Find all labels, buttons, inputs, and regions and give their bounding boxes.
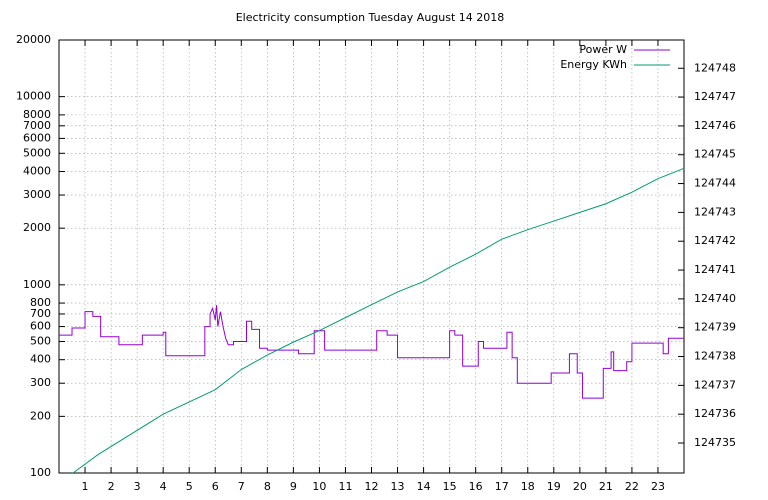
- x-tick-label: 1: [82, 480, 89, 493]
- y2-tick-label: 124735: [694, 436, 736, 449]
- x-tick-label: 6: [212, 480, 219, 493]
- y2-tick-label: 124738: [694, 350, 736, 363]
- y-tick-label: 4000: [23, 165, 51, 178]
- y2-tick-label: 124737: [694, 378, 736, 391]
- x-tick-label: 19: [547, 480, 561, 493]
- series-line: [59, 305, 684, 399]
- y-tick-label: 6000: [23, 131, 51, 144]
- y-tick-label: 700: [30, 307, 51, 320]
- x-tick-label: 20: [573, 480, 587, 493]
- y2-tick-label: 124736: [694, 407, 736, 420]
- y-tick-label: 200: [30, 409, 51, 422]
- x-tick-label: 7: [238, 480, 245, 493]
- y2-tick-label: 124743: [694, 205, 736, 218]
- x-tick-label: 16: [469, 480, 483, 493]
- x-tick-label: 22: [625, 480, 639, 493]
- series-line: [72, 167, 685, 474]
- x-tick-label: 12: [365, 480, 379, 493]
- x-tick-label: 4: [160, 480, 167, 493]
- x-tick-label: 13: [391, 480, 405, 493]
- y-tick-label: 100: [30, 466, 51, 479]
- x-tick-label: 15: [443, 480, 457, 493]
- y-tick-label: 10000: [16, 90, 51, 103]
- x-tick-label: 23: [651, 480, 665, 493]
- x-tick-label: 10: [312, 480, 326, 493]
- y2-tick-label: 124739: [694, 321, 736, 334]
- y2-tick-label: 124748: [694, 61, 736, 74]
- y2-tick-label: 124747: [694, 90, 736, 103]
- x-tick-label: 14: [417, 480, 431, 493]
- y-tick-label: 7000: [23, 119, 51, 132]
- x-tick-label: 5: [186, 480, 193, 493]
- y2-tick-label: 124741: [694, 263, 736, 276]
- x-tick-label: 17: [495, 480, 509, 493]
- x-tick-label: 11: [338, 480, 352, 493]
- y-tick-label: 600: [30, 320, 51, 333]
- y-tick-label: 5000: [23, 146, 51, 159]
- y-tick-label: 500: [30, 334, 51, 347]
- x-tick-label: 18: [521, 480, 535, 493]
- y-tick-label: 1000: [23, 278, 51, 291]
- y2-tick-label: 124742: [694, 234, 736, 247]
- x-tick-label: 8: [264, 480, 271, 493]
- y-tick-label: 3000: [23, 188, 51, 201]
- chart-title: Electricity consumption Tuesday August 1…: [236, 11, 505, 24]
- y-tick-label: 800: [30, 296, 51, 309]
- x-tick-label: 2: [108, 480, 115, 493]
- y-tick-label: 8000: [23, 108, 51, 121]
- y2-tick-label: 124745: [694, 148, 736, 161]
- y-tick-label: 20000: [16, 33, 51, 46]
- legend-label: Energy KWh: [560, 58, 627, 71]
- y2-tick-label: 124740: [694, 292, 736, 305]
- x-tick-label: 21: [599, 480, 613, 493]
- plot-frame: [58, 39, 685, 474]
- y2-tick-label: 124744: [694, 177, 736, 190]
- y-tick-label: 2000: [23, 221, 51, 234]
- y2-tick-label: 124746: [694, 119, 736, 132]
- y-tick-label: 400: [30, 353, 51, 366]
- x-tick-label: 9: [290, 480, 297, 493]
- y-tick-label: 300: [30, 376, 51, 389]
- legend-label: Power W: [579, 43, 627, 56]
- x-tick-label: 3: [134, 480, 141, 493]
